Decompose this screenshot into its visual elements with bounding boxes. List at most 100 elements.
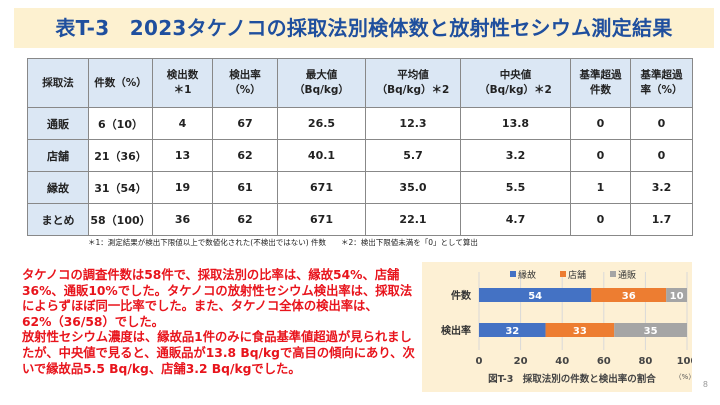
bar-segment [666,288,687,302]
row-label: 縁故 [27,171,89,204]
table-row: 通販 6（10） 4 67 26.5 12.3 13.8 0 0 [27,107,693,140]
bar-segment [479,288,592,302]
bar-segment [479,323,546,337]
column-header: 件数（%） [88,58,153,108]
table-row: 店舗 21（36） 13 62 40.1 5.7 3.2 0 0 [27,139,693,172]
column-header: 最大値 （Bq/kg） [277,58,366,108]
table-cell: 6（10） [88,107,153,140]
data-label: 10 [670,291,684,302]
header-line: 件数（%） [94,76,147,89]
table-cell: 3.2 [630,171,693,204]
table-cell: 671 [277,171,366,204]
data-label: 35 [644,326,658,337]
column-header: 平均値 （Bq/kg）＊2 [365,58,461,108]
header-line: 検出数 [166,69,199,81]
table-cell: 0 [570,107,631,140]
column-header: 基準超過率（%） [630,58,693,108]
column-header: 中央値 （Bq/kg）＊2 [460,58,571,108]
header-line: 最大値 [305,69,338,81]
x-tick-label: 40 [555,356,569,367]
data-label: 33 [573,326,587,337]
data-label: 54 [528,291,542,302]
summary-paragraph: タケノコの調査件数は58件で、採取法別の比率は、縁故54%、店舗36%、通販10… [22,268,413,329]
table-cell: 12.3 [365,107,461,140]
x-tick-label: 0 [476,356,483,367]
table-cell: 1 [570,171,631,204]
results-table: 採取法 件数（%） 検出数 ＊1 検出率 （%） 最大値 （Bq/kg） 平均値 （Bq/kg）＊… [27,58,693,236]
x-tick-label: 80 [638,356,652,367]
summary-text: タケノコの調査件数は58件で、採取法別の比率は、縁故54%、店舗36%、通販10… [22,268,417,377]
chart-title: 図T-3 採取法別の件数と検出率の割合 [488,373,656,385]
table-cell: 1.7 [630,203,693,236]
bar-segment [591,288,667,302]
category-label: 検出率 [441,324,471,337]
table-cell: 61 [212,171,278,204]
x-tick-label: 60 [597,356,611,367]
header-line: （Bq/kg） [294,84,349,96]
column-header: 基準超過 件数 [570,58,631,108]
row-label: 通販 [27,107,89,140]
table-cell: 62 [212,139,278,172]
table-cell: 5.7 [365,139,461,172]
header-line: 中央値 [499,69,532,81]
table-cell: 3.2 [460,139,571,172]
table-cell: 35.0 [365,171,461,204]
header-line: （Bq/kg）＊2 [479,84,552,96]
x-unit-label: （%） [675,373,692,381]
summary-paragraph: 放射性セシウム濃度は、縁故品1件のみに食品基準値超過が見られましたが、中央値で見… [22,330,415,376]
header-line: 基準超過 [640,69,683,81]
table-cell: 22.1 [365,203,461,236]
table-cell: 5.5 [460,171,571,204]
table-cell: 58（100） [88,203,153,236]
legend-swatch [560,271,566,277]
table-cell: 67 [212,107,278,140]
table-cell: 21（36） [88,139,153,172]
column-header: 採取法 [27,58,89,108]
page-title: 表T-3 2023タケノコの採取法別検体数と放射性セシウム測定結果 [14,8,714,48]
header-line: 採取法 [42,76,74,89]
header-line: 率（%） [640,84,683,96]
table-cell: 4 [152,107,213,140]
legend-swatch [610,271,616,277]
table-cell: 0 [630,139,693,172]
table-cell: 4.7 [460,203,571,236]
row-label: 店舗 [27,139,89,172]
data-label: 36 [622,291,636,302]
legend-label: 縁故 [518,269,536,281]
header-line: 平均値 [397,69,429,81]
table-cell: 671 [277,203,366,236]
table-cell: 26.5 [277,107,366,140]
column-header: 検出率 （%） [212,58,278,108]
header-line: 件数 [590,84,611,96]
table-cell: 0 [630,107,693,140]
legend-swatch [510,271,516,277]
header-line: （%） [229,84,261,96]
table-cell: 62 [212,203,278,236]
table-cell: 13.8 [460,107,571,140]
header-line: ＊1 [173,84,192,96]
table-footnote: ＊1：測定結果が検出下限値以上で数値化された(不検出ではない) 件数 ＊2：検出… [88,238,478,247]
x-tick-label: 20 [514,356,528,367]
bar-segment [614,323,687,337]
table-row: 縁故 31（54） 19 61 671 35.0 5.5 1 3.2 [27,171,693,204]
category-label: 件数 [451,289,472,302]
table-cell: 19 [152,171,213,204]
x-tick-label: 100 [677,356,692,367]
legend-label: 通販 [618,269,636,281]
column-header: 検出数 ＊1 [152,58,213,108]
header-line: 検出率 [229,69,261,81]
header-line: （Bq/kg）＊2 [376,84,450,96]
header-line: 基準超過 [579,69,622,81]
legend-label: 店舗 [568,269,586,281]
data-label: 32 [505,326,519,337]
table-cell: 36 [152,203,213,236]
table-cell: 0 [570,139,631,172]
bar-segment [545,323,615,337]
table-cell: 40.1 [277,139,366,172]
page-number: 8 [702,380,708,389]
row-label: まとめ [27,203,89,236]
table-cell: 31（54） [88,171,153,204]
table-row: まとめ 58（100） 36 62 671 22.1 4.7 0 1.7 [27,203,693,236]
